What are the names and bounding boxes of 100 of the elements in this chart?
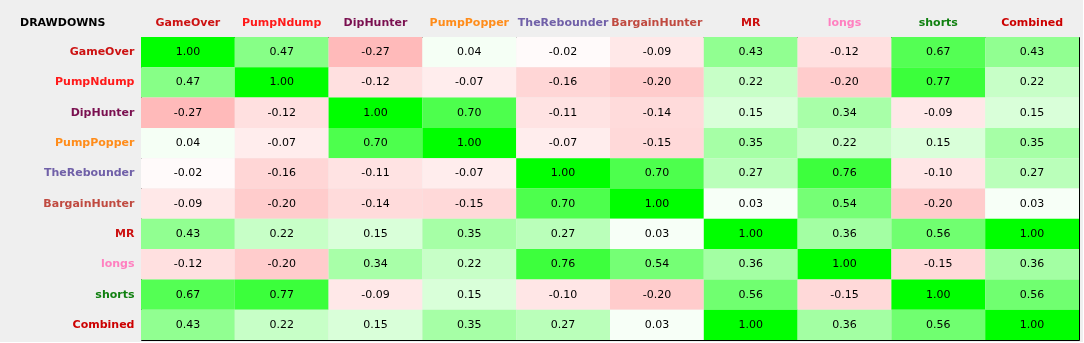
data-label: 0.43 bbox=[175, 226, 201, 240]
data-label: 0.27 bbox=[550, 317, 576, 331]
data-label: -0.07 bbox=[267, 136, 296, 150]
data-label: 0.70 bbox=[457, 105, 482, 119]
data-label: 0.22 bbox=[1019, 75, 1045, 89]
data-label: -0.16 bbox=[548, 75, 578, 89]
y-tick-label: MR bbox=[115, 226, 136, 240]
data-label: -0.15 bbox=[830, 287, 859, 301]
data-label: 0.22 bbox=[269, 226, 294, 240]
y-tick-label: BargainHunter bbox=[43, 196, 136, 210]
data-label: -0.14 bbox=[361, 196, 390, 210]
data-label: 0.15 bbox=[363, 226, 388, 240]
data-label: 0.43 bbox=[738, 45, 763, 59]
data-label: -0.15 bbox=[455, 196, 484, 210]
y-tick-label: GameOver bbox=[69, 45, 136, 59]
data-label: -0.09 bbox=[173, 196, 203, 210]
data-label: 0.36 bbox=[832, 317, 857, 331]
data-label: 0.27 bbox=[1019, 166, 1045, 180]
data-label: -0.12 bbox=[361, 75, 390, 89]
data-label: 0.36 bbox=[738, 257, 763, 271]
data-label: 0.70 bbox=[644, 166, 670, 180]
x-tick-label: GameOver bbox=[155, 15, 221, 29]
data-label: 0.15 bbox=[738, 105, 763, 119]
data-label: 0.56 bbox=[1019, 287, 1045, 301]
data-label: 0.54 bbox=[832, 196, 857, 210]
data-label: -0.16 bbox=[267, 166, 296, 180]
x-tick-label: TheRebounder bbox=[517, 15, 609, 29]
data-label: -0.15 bbox=[642, 136, 672, 150]
y-tick-label: TheRebounder bbox=[43, 166, 136, 180]
data-label: -0.12 bbox=[173, 257, 203, 271]
data-label: -0.14 bbox=[642, 105, 672, 119]
data-label: -0.07 bbox=[455, 75, 484, 89]
data-label: 1.00 bbox=[926, 287, 951, 301]
y-tick-label: longs bbox=[100, 257, 135, 271]
data-label: 0.04 bbox=[457, 45, 482, 59]
data-label: 0.76 bbox=[550, 257, 576, 271]
data-label: 0.03 bbox=[1019, 196, 1045, 210]
data-label: 0.35 bbox=[457, 226, 482, 240]
data-label: -0.27 bbox=[173, 105, 203, 119]
data-label: 0.27 bbox=[550, 226, 576, 240]
data-label: -0.20 bbox=[642, 75, 672, 89]
data-label: 0.77 bbox=[269, 287, 294, 301]
data-label: -0.15 bbox=[924, 257, 953, 271]
data-label: -0.20 bbox=[830, 75, 859, 89]
data-label: 0.67 bbox=[175, 287, 201, 301]
data-label: 0.36 bbox=[832, 226, 857, 240]
data-label: 0.15 bbox=[926, 136, 951, 150]
data-label: -0.02 bbox=[548, 45, 578, 59]
data-label: 0.22 bbox=[738, 75, 763, 89]
data-label: 0.35 bbox=[738, 136, 763, 150]
data-label: 0.70 bbox=[550, 196, 576, 210]
data-label: -0.20 bbox=[924, 196, 953, 210]
data-label: 0.47 bbox=[269, 45, 294, 59]
data-label: -0.20 bbox=[267, 196, 296, 210]
data-label: -0.11 bbox=[361, 166, 390, 180]
data-label: -0.07 bbox=[548, 136, 578, 150]
data-label: 1.00 bbox=[175, 45, 201, 59]
data-label: 0.56 bbox=[926, 317, 951, 331]
x-tick-label: PumpPopper bbox=[429, 15, 510, 29]
data-label: -0.02 bbox=[173, 166, 203, 180]
data-label: 1.00 bbox=[644, 196, 670, 210]
data-label: 0.43 bbox=[1019, 45, 1045, 59]
data-label: 0.35 bbox=[457, 317, 482, 331]
x-tick-label: BargainHunter bbox=[611, 15, 704, 29]
data-label: -0.12 bbox=[267, 105, 296, 119]
data-label: -0.27 bbox=[361, 45, 390, 59]
data-label: 0.03 bbox=[738, 196, 763, 210]
data-label: 0.34 bbox=[363, 257, 388, 271]
data-label: 0.36 bbox=[1019, 257, 1045, 271]
x-tick-label: Combined bbox=[1001, 15, 1064, 29]
x-tick-label: PumpNdump bbox=[241, 15, 322, 29]
data-label: 0.22 bbox=[269, 317, 294, 331]
data-label: 1.00 bbox=[457, 136, 482, 150]
data-label: 1.00 bbox=[1019, 226, 1045, 240]
y-tick-label: PumpNdump bbox=[55, 75, 135, 89]
data-label: 0.22 bbox=[457, 257, 482, 271]
y-tick-label: PumpPopper bbox=[55, 136, 136, 150]
data-label: 0.47 bbox=[175, 75, 201, 89]
data-label: 0.67 bbox=[926, 45, 951, 59]
data-label: 0.77 bbox=[926, 75, 951, 89]
data-label: 1.00 bbox=[738, 226, 763, 240]
data-label: 1.00 bbox=[738, 317, 763, 331]
data-label: 0.27 bbox=[738, 166, 763, 180]
data-label: 0.76 bbox=[832, 166, 857, 180]
data-label: 0.43 bbox=[175, 317, 201, 331]
data-label: -0.09 bbox=[642, 45, 672, 59]
data-label: -0.09 bbox=[924, 105, 953, 119]
data-label: 0.22 bbox=[832, 136, 857, 150]
data-label: -0.20 bbox=[642, 287, 672, 301]
data-label: 0.15 bbox=[457, 287, 482, 301]
data-label: -0.20 bbox=[267, 257, 296, 271]
data-label: -0.10 bbox=[924, 166, 953, 180]
data-label: 0.34 bbox=[832, 105, 857, 119]
data-label: 0.56 bbox=[738, 287, 763, 301]
data-label: -0.12 bbox=[830, 45, 859, 59]
data-label: 0.15 bbox=[1019, 105, 1045, 119]
x-tick-label: MR bbox=[740, 15, 761, 29]
data-label: 0.35 bbox=[1019, 136, 1045, 150]
data-label: 0.54 bbox=[644, 257, 670, 271]
x-tick-label: shorts bbox=[918, 15, 959, 29]
